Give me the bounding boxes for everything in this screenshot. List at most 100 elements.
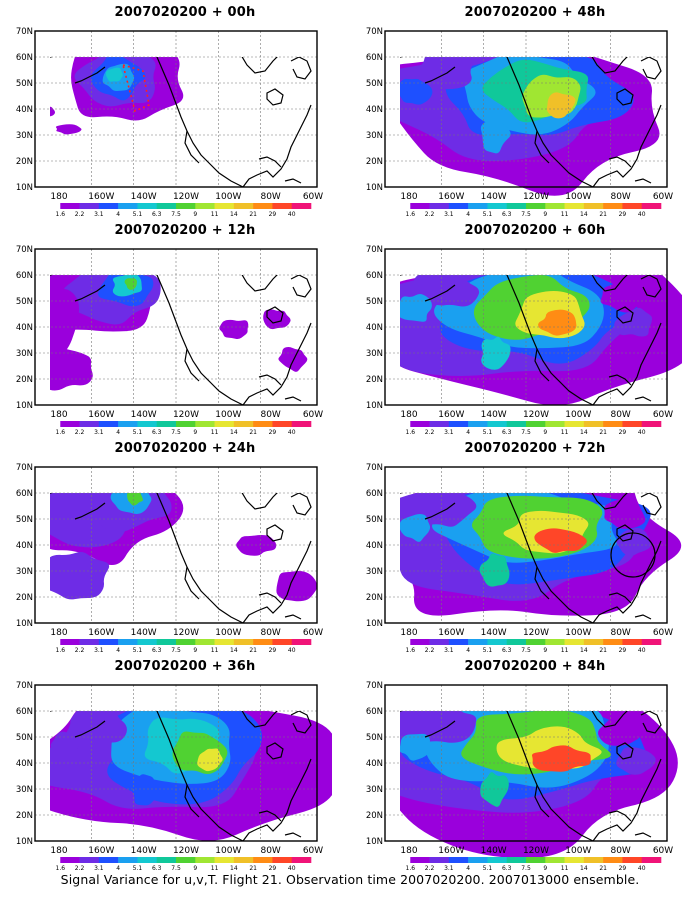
variance-field <box>50 711 332 841</box>
colorbar-swatch <box>176 857 196 863</box>
colorbar-swatch <box>603 857 623 863</box>
colorbar-label: 21 <box>599 429 607 436</box>
colorbar-swatch <box>622 857 643 863</box>
lon-tick-label: 120W <box>173 192 199 202</box>
lat-tick-label: 60N <box>16 271 33 281</box>
contour-fill <box>219 319 249 339</box>
colorbar-label: 9 <box>543 865 547 872</box>
colorbar-label: 3.1 <box>444 429 454 436</box>
coastline <box>50 493 312 624</box>
lat-tick-label: 10N <box>16 401 33 411</box>
colorbar-swatch <box>448 421 469 427</box>
colorbar-swatch <box>391 421 411 427</box>
colorbar-swatch <box>545 639 565 645</box>
lon-tick-label: 100W <box>215 192 241 202</box>
contour-fill <box>70 711 127 743</box>
colorbar-label: 29 <box>269 211 277 218</box>
panel-title: 2007020200 + 84h <box>464 659 606 674</box>
lat-tick-label: 50N <box>16 79 33 89</box>
lat-tick-label: 60N <box>366 271 383 281</box>
colorbar-label: 21 <box>599 211 607 218</box>
highlight-circle <box>610 532 656 578</box>
graticule <box>385 467 667 623</box>
colorbar-swatch <box>98 857 119 863</box>
colorbar-swatch <box>291 639 312 645</box>
colorbar-label: 3.1 <box>444 865 454 872</box>
colorbar-label: 9 <box>543 429 547 436</box>
colorbar-swatch <box>564 639 585 645</box>
colorbar: 1.6 2.2 3.1 4 5.1 6.3 7.5 9 11 14 21 29 40 <box>41 857 312 872</box>
colorbar-label: 1.6 <box>406 429 416 436</box>
colorbar-label: 7.5 <box>171 429 181 436</box>
lat-tick-label: 30N <box>16 349 33 359</box>
colorbar-swatch <box>487 857 508 863</box>
map-svg: 70N 60N 50N 40N 30N 20N 10N 180 160W 140W 120W 100W… <box>16 681 332 872</box>
colorbar-swatch <box>448 203 469 209</box>
lat-tick-label: 30N <box>16 567 33 577</box>
colorbar-swatch <box>98 203 119 209</box>
colorbar-label: 21 <box>249 429 257 436</box>
colorbar-swatch <box>603 639 623 645</box>
colorbar-label: 21 <box>249 211 257 218</box>
contour-fill <box>50 731 82 758</box>
colorbar-label: 2.2 <box>75 429 85 436</box>
colorbar-swatch <box>622 203 643 209</box>
colorbar-label: 5.1 <box>133 429 143 436</box>
colorbar: 1.6 2.2 3.1 4 5.1 6.3 7.5 9 11 14 21 29 40 <box>41 421 312 436</box>
colorbar-swatch <box>214 639 235 645</box>
map-svg: 70N 60N 50N 40N 30N 20N 10N 180 160W 140W 120W 100W… <box>16 463 323 654</box>
lat-tick-label: 70N <box>366 681 383 691</box>
colorbar-label: 6.3 <box>152 211 162 218</box>
colorbar-swatch <box>60 857 80 863</box>
colorbar-label: 3.1 <box>94 429 104 436</box>
colorbar-swatch <box>545 421 565 427</box>
colorbar-swatch <box>583 639 604 645</box>
colorbar-label: 14 <box>580 647 588 654</box>
colorbar-swatch <box>429 203 450 209</box>
lat-tick-label: 50N <box>16 297 33 307</box>
map-svg: 70N 60N 50N 40N 30N 20N 10N 180 160W 140W 120W 100W… <box>366 681 678 872</box>
contour-fill <box>263 309 291 330</box>
contour-fill <box>50 285 80 357</box>
colorbar-label: 21 <box>249 647 257 654</box>
colorbar-swatch <box>195 203 215 209</box>
colorbar-swatch <box>176 639 196 645</box>
colorbar-swatch <box>410 203 430 209</box>
colorbar-swatch <box>60 639 80 645</box>
lat-tick-label: 30N <box>366 349 383 359</box>
colorbar-swatch <box>641 639 662 645</box>
panel-title: 2007020200 + 00h <box>114 5 256 20</box>
colorbar-label: 29 <box>619 865 627 872</box>
colorbar-label: 11 <box>211 865 219 872</box>
colorbar-label: 9 <box>193 429 197 436</box>
panel-title: 2007020200 + 12h <box>114 223 256 238</box>
colorbar-swatch <box>641 421 662 427</box>
colorbar-label: 1.6 <box>56 429 66 436</box>
colorbar: 1.6 2.2 3.1 4 5.1 6.3 7.5 9 11 14 21 29 40 <box>391 639 662 654</box>
colorbar-label: 4 <box>466 865 470 872</box>
lon-tick-label: 140W <box>481 628 507 638</box>
colorbar-label: 14 <box>580 211 588 218</box>
lon-tick-label: 100W <box>565 628 591 638</box>
colorbar-swatch <box>545 203 565 209</box>
lon-tick-label: 180 <box>400 410 417 420</box>
lat-tick-label: 30N <box>16 131 33 141</box>
lon-tick-label: 80W <box>260 410 280 420</box>
colorbar-swatch <box>272 639 293 645</box>
colorbar-label: 9 <box>543 647 547 654</box>
lon-tick-label: 160W <box>438 846 464 856</box>
colorbar-swatch <box>526 857 546 863</box>
colorbar-label: 5.1 <box>133 211 143 218</box>
colorbar-swatch <box>603 203 623 209</box>
colorbar-swatch <box>156 857 177 863</box>
colorbar-swatch <box>487 421 508 427</box>
colorbar-swatch <box>41 857 61 863</box>
colorbar: 1.6 2.2 3.1 4 5.1 6.3 7.5 9 11 14 21 29 40 <box>41 639 312 654</box>
colorbar-swatch <box>156 639 177 645</box>
contour-fill <box>276 570 318 602</box>
variance-field <box>50 493 318 602</box>
colorbar-label: 6.3 <box>152 429 162 436</box>
colorbar: 1.6 2.2 3.1 4 5.1 6.3 7.5 9 11 14 21 29 40 <box>391 203 662 218</box>
colorbar-label: 4 <box>466 647 470 654</box>
colorbar-swatch <box>118 421 138 427</box>
